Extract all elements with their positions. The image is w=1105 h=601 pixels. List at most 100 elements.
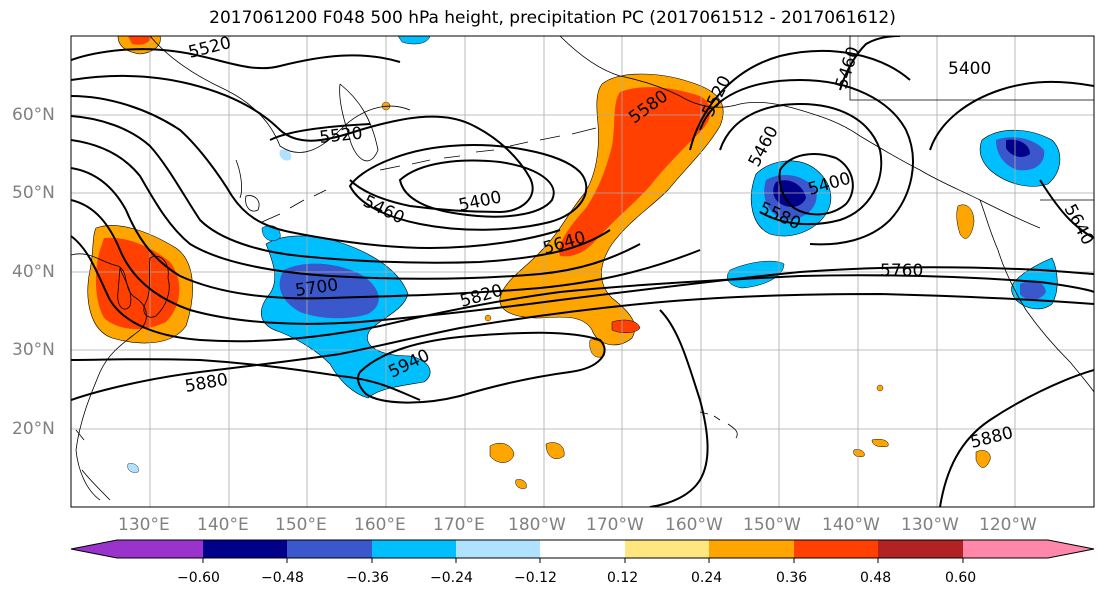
colorbar-tick-label: −0.60 — [177, 570, 220, 586]
colorbar-tick-label: 0.48 — [860, 570, 892, 586]
colorbar — [70, 539, 1095, 563]
precip-negative-us-west-mid — [1020, 280, 1046, 300]
contour-5640-east — [1039, 179, 1094, 239]
contour-5880-east — [939, 369, 1094, 507]
precip-strong-top-left — [128, 36, 152, 45]
contour-label: 5760 — [880, 261, 923, 281]
contour-5580-goa — [689, 50, 911, 151]
contour-5880-east-loop — [649, 309, 709, 507]
precip-negative-small-2 — [397, 36, 431, 45]
lon-label: 150°E — [275, 515, 327, 535]
colorbar-tick-label: 0.12 — [607, 570, 639, 586]
contour-5940-loop — [357, 331, 606, 404]
colorbar-swatch-8 — [794, 540, 878, 558]
precip-negative-small-3 — [279, 149, 292, 161]
precip-positive-small-4 — [545, 442, 565, 459]
precip-negative-canada-core — [1006, 139, 1030, 157]
coast-east-china — [75, 429, 111, 501]
coast-korea — [117, 267, 132, 310]
contour-5520-west — [71, 48, 401, 70]
contour-5640-west — [71, 139, 641, 280]
lon-label: 160°W — [665, 515, 723, 535]
contour-5760 — [71, 199, 1094, 325]
contour-label: 5520 — [318, 124, 363, 148]
lat-label-60n: 60°N — [12, 105, 55, 125]
lat-label-30n: 30°N — [12, 340, 55, 360]
colorbar-swatch-0 — [71, 540, 203, 558]
colorbar-tick-label: 0.24 — [691, 570, 723, 586]
contour-5580 — [71, 115, 611, 264]
contour-5520-goa — [699, 78, 914, 246]
colorbar-swatch-5 — [540, 540, 625, 558]
map-title: 2017061200 F048 500 hPa height, precipit… — [209, 8, 896, 28]
contour-5520-loop — [71, 74, 534, 214]
coast-kuril — [261, 189, 327, 223]
lon-label: 160°E — [354, 515, 406, 535]
colorbar-swatch-1 — [203, 540, 287, 558]
colorbar-tick-label: −0.24 — [430, 570, 473, 586]
colorbar-tick-label: 0.36 — [776, 570, 808, 586]
height-contours — [71, 36, 1094, 507]
precip-strong-central-pacific — [559, 87, 711, 257]
contour-label: 5460 — [360, 192, 408, 229]
colorbar-swatch-9 — [878, 540, 963, 558]
lon-label: 140°E — [197, 515, 249, 535]
precip-positive-small-7 — [853, 449, 865, 457]
lon-label: 140°W — [822, 515, 880, 535]
coast-north-america — [979, 199, 1094, 393]
colorbar-outline — [70, 539, 1095, 559]
colorbar-tick-label: −0.36 — [346, 570, 389, 586]
contour-5460-loop — [348, 144, 588, 231]
contour-5880-main — [71, 292, 1094, 401]
contour-5400-goa — [778, 153, 854, 216]
lon-label: 120°W — [979, 515, 1037, 535]
colorbar-tick-label: −0.48 — [261, 570, 304, 586]
contour-label: 5400 — [948, 59, 991, 79]
lon-label: 130°E — [118, 515, 170, 535]
lon-label: 170°W — [586, 515, 644, 535]
precip-positive-small-1 — [611, 319, 641, 333]
precip-positive-small-3 — [489, 443, 515, 463]
coastlines — [71, 36, 1094, 501]
colorbar-ticks — [202, 558, 964, 563]
lon-label: 150°W — [743, 515, 801, 535]
precip-negative-small-4 — [727, 260, 785, 289]
contour-label: 5880 — [968, 423, 1015, 453]
precip-positive-dot-1 — [484, 314, 492, 322]
lat-label-20n: 20°N — [12, 419, 55, 439]
coast-asia — [71, 253, 147, 501]
contour-5820 — [71, 235, 1094, 343]
coast-hokkaido — [245, 195, 260, 212]
coast-canada-north — [849, 36, 1094, 201]
precip-positive-small-8 — [975, 450, 991, 468]
coast-aleutians — [379, 127, 597, 171]
colorbar-swatch-4 — [456, 540, 540, 558]
lat-label-50n: 50°N — [12, 183, 55, 203]
contour-5520-aleut — [269, 123, 371, 141]
precip-positive-small-9 — [956, 204, 975, 239]
coast-sakhalin — [235, 159, 243, 199]
colorbar-swatch-7 — [709, 540, 794, 558]
lon-label: 130°W — [901, 515, 959, 535]
contour-label: 5640 — [1060, 201, 1098, 249]
colorbar-swatch-10 — [963, 540, 1094, 558]
precip-positive-small-6 — [871, 439, 889, 447]
coast-siberia — [149, 36, 411, 153]
map-content: 5520 5520 5400 5460 5400 5640 5820 5700 … — [71, 36, 1098, 507]
contour-5700 — [71, 167, 701, 300]
colorbar-tick-label: 0.60 — [945, 570, 977, 586]
map-frame — [70, 35, 1095, 508]
precip-positive-dot-2 — [876, 384, 884, 392]
contour-5460-canada — [839, 36, 901, 91]
precip-negative-small-5 — [127, 463, 139, 473]
contour-5400-low — [398, 159, 555, 218]
lon-label: 180°W — [508, 515, 566, 535]
contour-5400-canada — [929, 80, 1094, 151]
lon-label: 170°E — [433, 515, 485, 535]
precip-positive-small-5 — [515, 479, 527, 489]
lat-label-40n: 40°N — [12, 262, 55, 282]
colorbar-swatch-3 — [372, 540, 456, 558]
contour-north-trough — [71, 95, 561, 250]
colorbar-swatch-2 — [287, 540, 372, 558]
